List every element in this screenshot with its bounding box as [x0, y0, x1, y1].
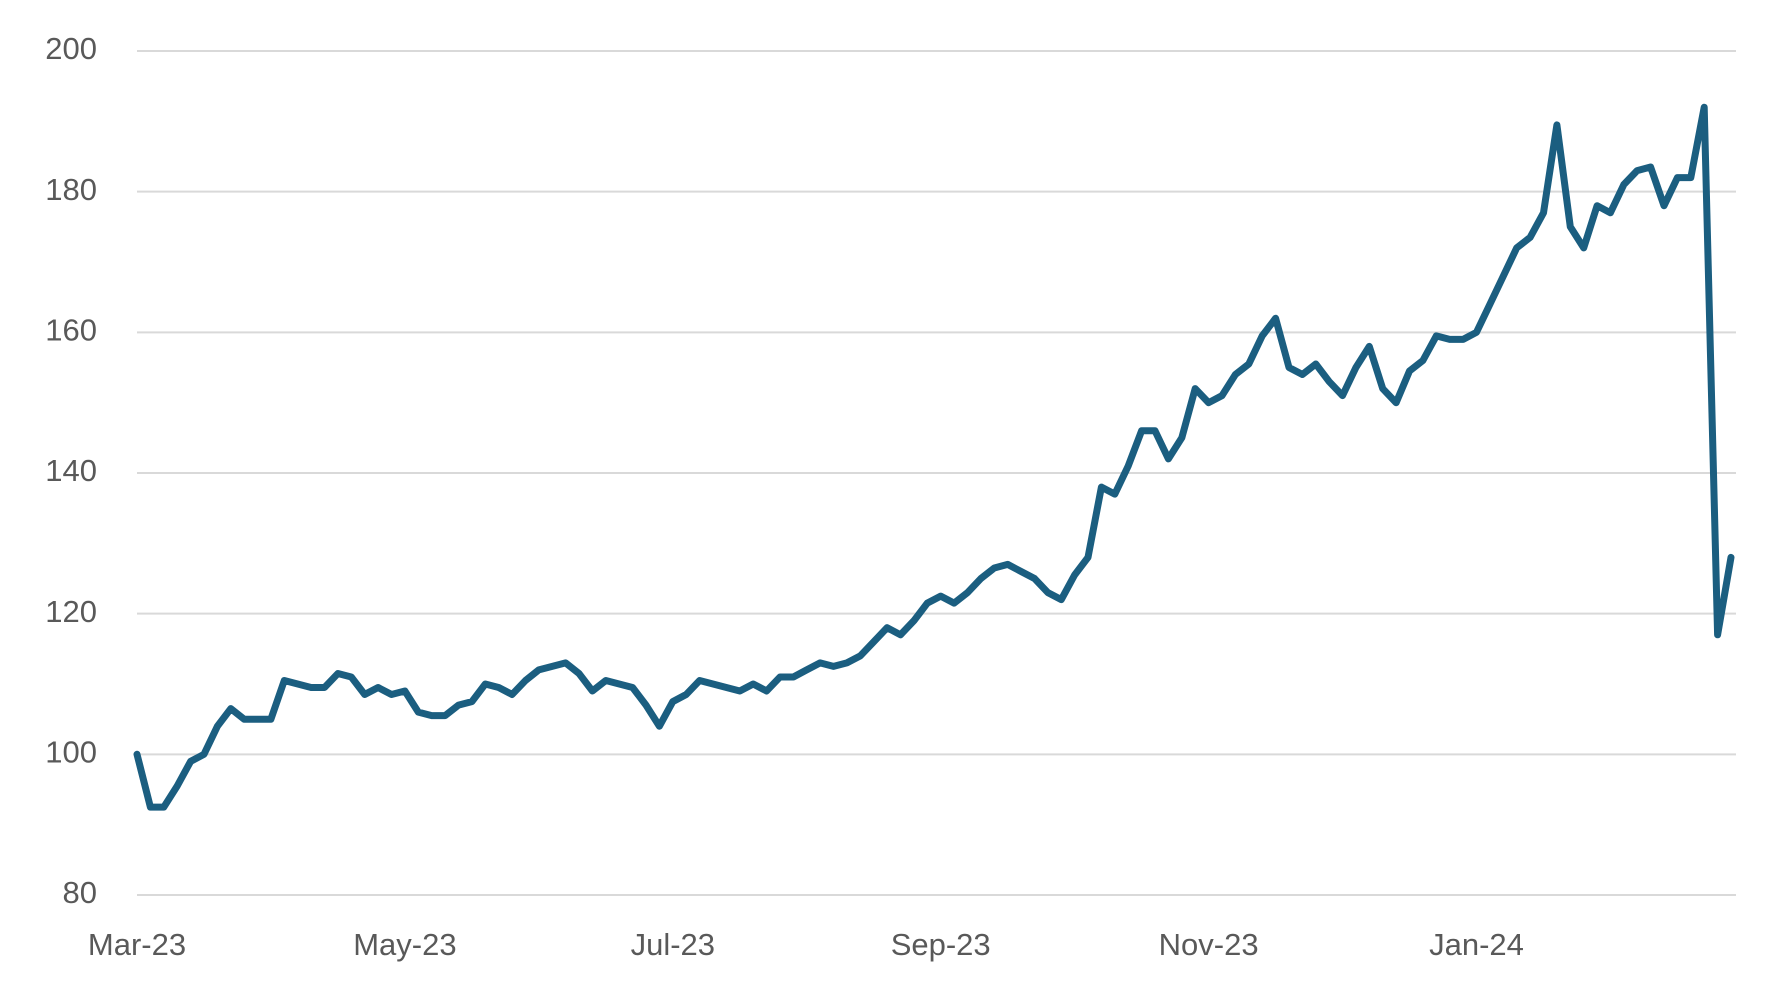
- x-tick-label: May-23: [353, 927, 456, 962]
- x-tick-label: Nov-23: [1159, 927, 1259, 962]
- y-tick-label: 180: [45, 172, 97, 207]
- y-tick-label: 100: [45, 735, 97, 770]
- x-tick-label: Jan-24: [1429, 927, 1524, 962]
- y-tick-label: 120: [45, 594, 97, 629]
- y-tick-label: 200: [45, 31, 97, 66]
- y-tick-label: 140: [45, 453, 97, 488]
- x-tick-label: Sep-23: [891, 927, 991, 962]
- y-tick-label: 160: [45, 313, 97, 348]
- y-tick-label: 80: [63, 875, 97, 910]
- data-line: [133, 103, 1735, 811]
- x-tick-label: Jul-23: [631, 927, 715, 962]
- x-tick-label: Mar-23: [88, 927, 186, 962]
